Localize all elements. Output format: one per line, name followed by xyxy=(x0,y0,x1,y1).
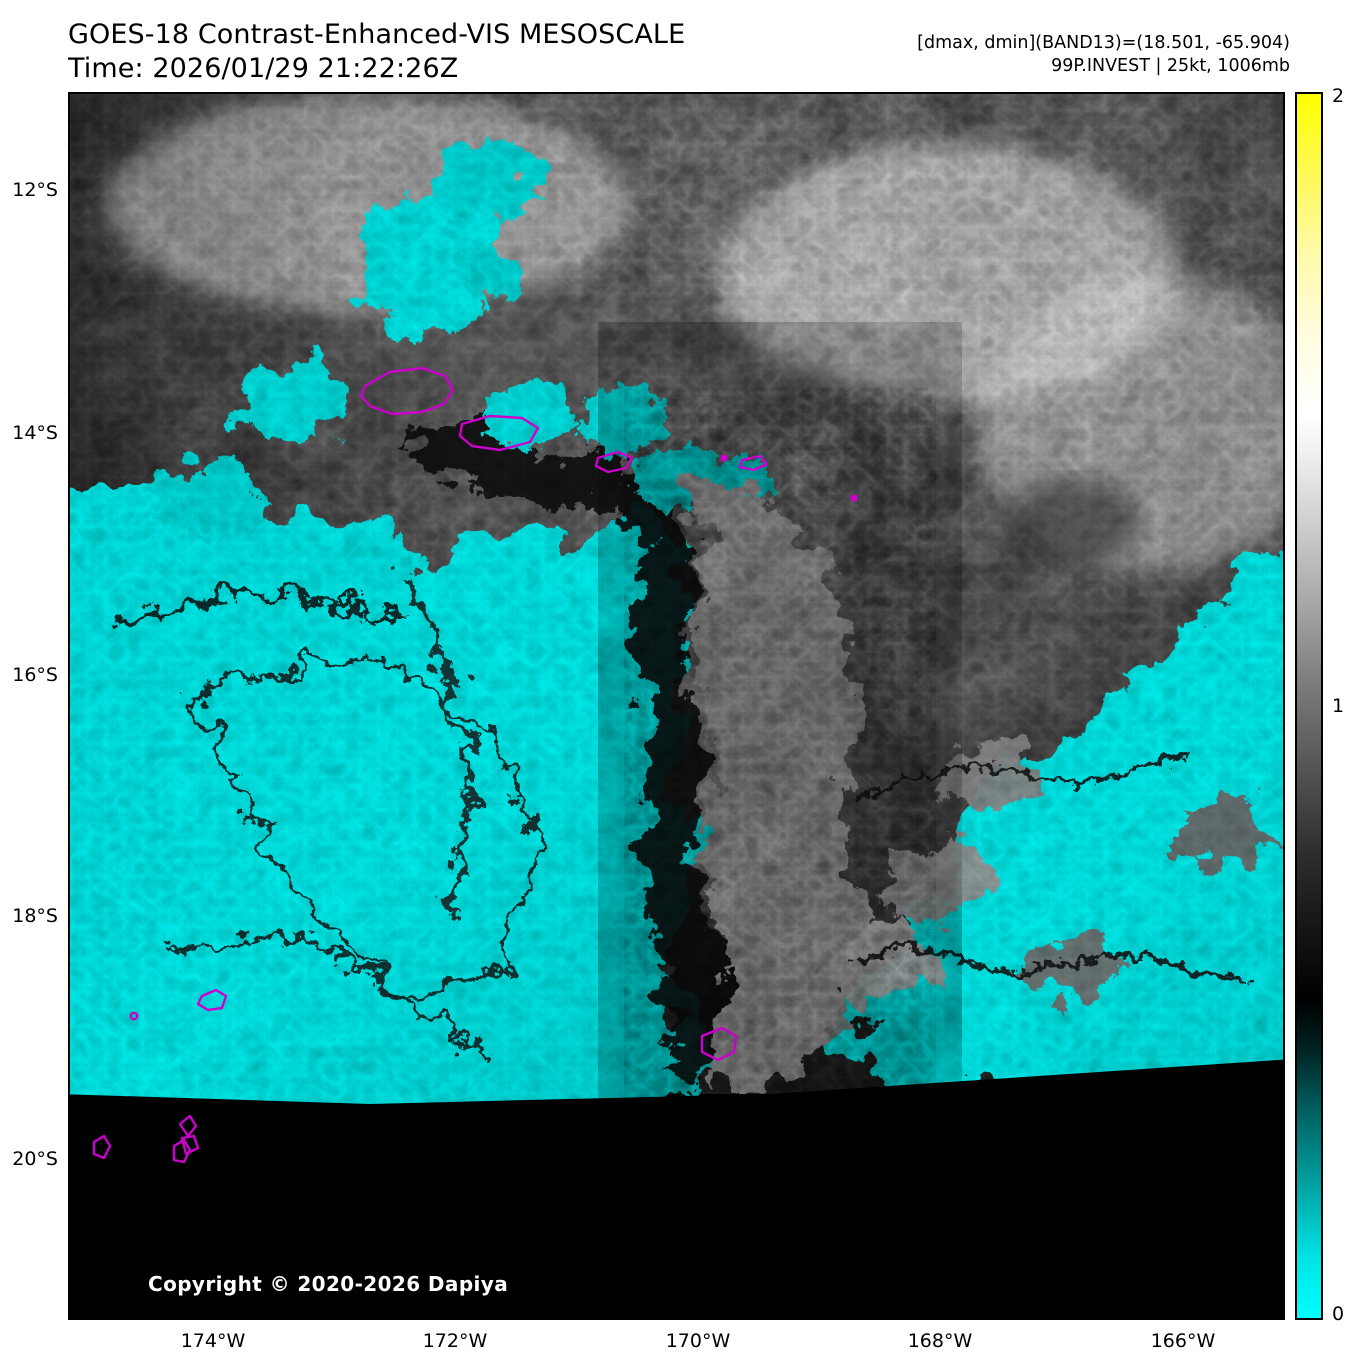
coastline-manua-group xyxy=(738,454,769,472)
dmax-dmin-label: [dmax, dmin](BAND13)=(18.501, -65.904) xyxy=(917,33,1290,53)
colorbar-tick-label: 2 xyxy=(1332,85,1345,107)
coastline-rose-atoll-dot xyxy=(850,494,858,502)
colorbar[interactable] xyxy=(1295,92,1323,1320)
header-right: [dmax, dmin](BAND13)=(18.501, -65.904) 9… xyxy=(917,32,1290,78)
x-tick-label: 170°W xyxy=(665,1330,731,1352)
colorbar-tick-label: 1 xyxy=(1332,695,1345,717)
timestamp-label: Time: 2026/01/29 21:22:26Z xyxy=(68,53,459,84)
header-left: GOES-18 Contrast-Enhanced-VIS MESOSCALE … xyxy=(68,18,888,86)
x-tick-label: 166°W xyxy=(1150,1330,1216,1352)
page-title: GOES-18 Contrast-Enhanced-VIS MESOSCALE xyxy=(68,19,686,50)
coastline-haapai-mid xyxy=(180,1134,200,1156)
no-data-band xyxy=(70,1059,1283,1318)
coastline-niue xyxy=(700,1026,738,1062)
y-tick-label: 12°S xyxy=(12,179,58,201)
y-tick-label: 20°S xyxy=(12,1148,58,1170)
coastline-tafahi xyxy=(129,1011,139,1021)
coastline-savaii xyxy=(359,366,455,416)
coastline-overlay xyxy=(92,366,858,1164)
y-tick-label: 18°S xyxy=(12,905,58,927)
coastline-haapai-south xyxy=(92,1134,112,1160)
y-axis-ticks: 12°S 14°S 16°S 18°S 20°S xyxy=(0,0,58,1359)
x-tick-label: 174°W xyxy=(180,1330,246,1352)
satellite-image-plot[interactable]: Copyright © 2020-2026 Dapiya xyxy=(68,92,1285,1320)
coastline-niuatoputapu xyxy=(196,988,228,1012)
coastline-upolu xyxy=(458,414,540,452)
coastline-tutuila xyxy=(594,450,634,474)
coastline-ofu-dot xyxy=(720,454,728,462)
x-tick-label: 172°W xyxy=(422,1330,488,1352)
colorbar-tick-label: 0 xyxy=(1332,1303,1345,1325)
x-tick-label: 168°W xyxy=(907,1330,973,1352)
storm-info-label: 99P.INVEST | 25kt, 1006mb xyxy=(1051,56,1290,76)
y-tick-label: 14°S xyxy=(12,422,58,444)
x-axis-ticks: 174°W 172°W 170°W 168°W 166°W xyxy=(0,1330,1362,1360)
coastline-haapai-north xyxy=(178,1114,198,1138)
satellite-raster xyxy=(70,94,1283,1318)
copyright-notice: Copyright © 2020-2026 Dapiya xyxy=(148,1272,509,1296)
y-tick-label: 16°S xyxy=(12,664,58,686)
